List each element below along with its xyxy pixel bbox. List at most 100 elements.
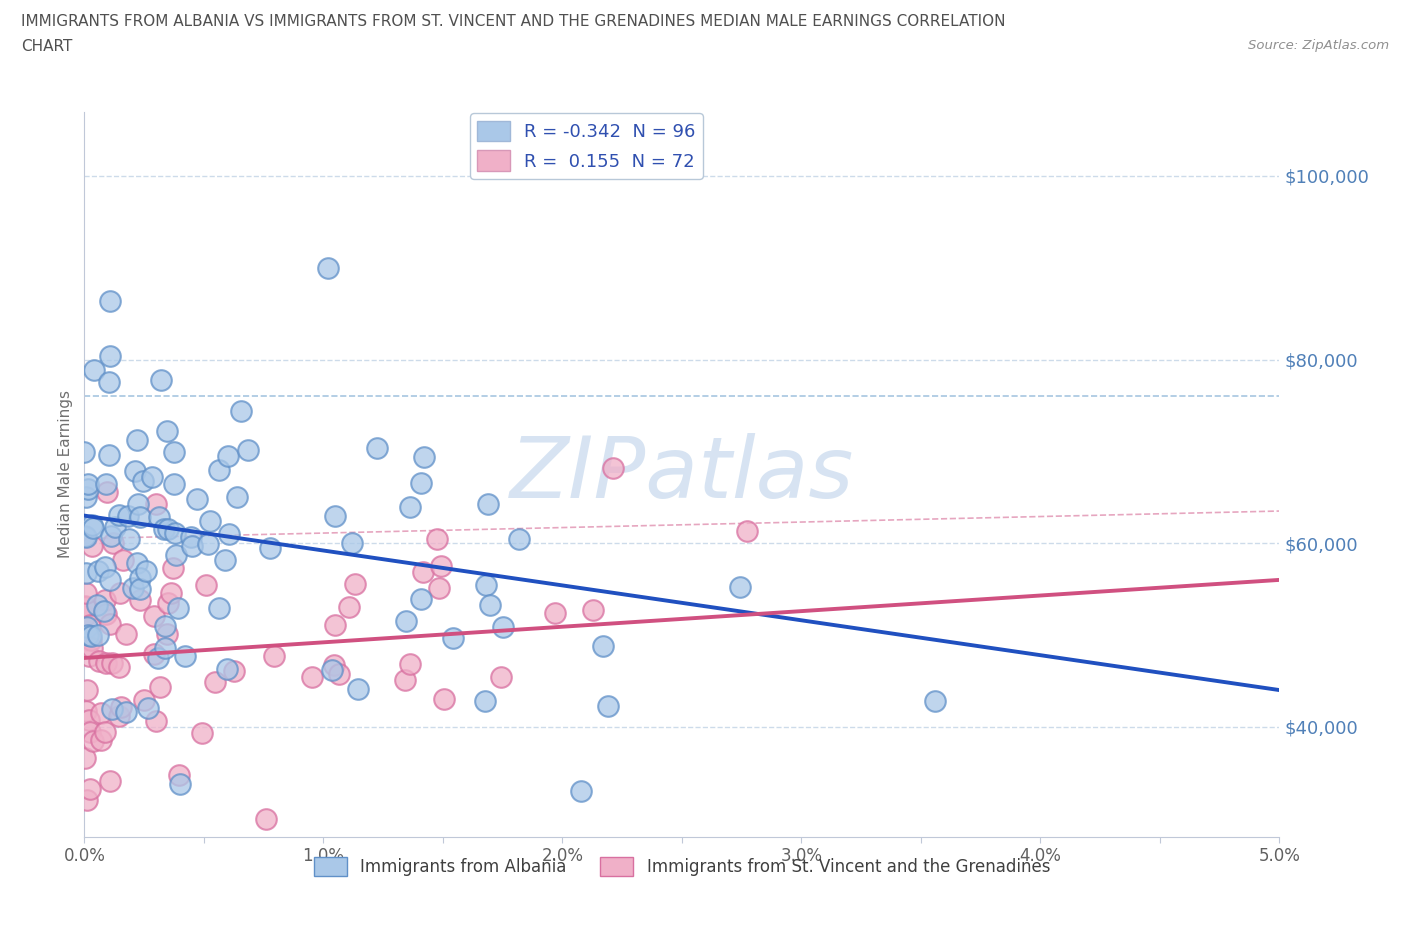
Point [129, 592, 152, 607]
Point [602, 461, 624, 476]
Point [129, 510, 152, 525]
Point [75, 600, 97, 615]
Text: IMMIGRANTS FROM ALBANIA VS IMMIGRANTS FROM ST. VINCENT AND THE GRENADINES MEDIAN: IMMIGRANTS FROM ALBANIA VS IMMIGRANTS FR… [21, 14, 1005, 29]
Point [167, 600, 190, 615]
Point [94, 476, 117, 491]
Point [394, 672, 416, 687]
Point [582, 603, 605, 618]
Point [475, 578, 498, 592]
Point [167, 767, 190, 782]
Point [478, 598, 501, 613]
Point [226, 490, 249, 505]
Point [75, 530, 97, 545]
Point [86, 598, 108, 613]
Point [75, 598, 97, 613]
Point [131, 473, 153, 488]
Point [337, 600, 360, 615]
Point [142, 609, 165, 624]
Point [737, 524, 759, 538]
Point [138, 700, 160, 715]
Point [173, 648, 195, 663]
Point [157, 522, 180, 537]
Point [155, 641, 177, 656]
Point [395, 614, 418, 629]
Y-axis label: Median Male Earnings: Median Male Earnings [58, 391, 73, 558]
Point [93, 604, 115, 618]
Point [76, 683, 98, 698]
Point [231, 404, 253, 418]
Point [77, 648, 100, 663]
Point [83, 363, 105, 378]
Point [118, 531, 141, 546]
Point [143, 646, 166, 661]
Legend: Immigrants from Albania, Immigrants from St. Vincent and the Grenadines: Immigrants from Albania, Immigrants from… [307, 851, 1057, 884]
Point [328, 667, 350, 682]
Point [100, 529, 122, 544]
Point [318, 260, 340, 275]
Point [163, 445, 186, 459]
Point [214, 552, 236, 567]
Point [441, 631, 464, 645]
Point [492, 620, 515, 635]
Point [145, 713, 167, 728]
Point [321, 662, 343, 677]
Point [150, 372, 173, 387]
Point [75, 565, 97, 580]
Point [399, 657, 422, 671]
Point [79, 782, 101, 797]
Point [107, 709, 129, 724]
Point [94, 606, 117, 621]
Point [208, 463, 231, 478]
Point [77, 476, 100, 491]
Point [94, 655, 117, 670]
Point [215, 662, 238, 677]
Point [87, 654, 110, 669]
Point [433, 692, 456, 707]
Point [569, 784, 592, 799]
Point [90, 705, 112, 720]
Point [98, 617, 121, 631]
Point [156, 627, 179, 642]
Point [426, 531, 449, 546]
Point [82, 521, 104, 536]
Point [114, 704, 136, 719]
Point [148, 509, 170, 524]
Point [263, 648, 285, 663]
Point [124, 464, 146, 479]
Point [73, 632, 96, 647]
Point [128, 570, 150, 585]
Point [198, 513, 221, 528]
Point [156, 423, 179, 438]
Point [80, 629, 103, 644]
Point [79, 724, 101, 739]
Point [117, 509, 139, 524]
Text: Source: ZipAtlas.com: Source: ZipAtlas.com [1249, 39, 1389, 52]
Point [156, 595, 179, 610]
Point [208, 601, 231, 616]
Point [101, 656, 124, 671]
Point [125, 432, 148, 447]
Point [80, 641, 103, 656]
Point [98, 573, 121, 588]
Point [259, 540, 281, 555]
Point [82, 538, 104, 553]
Point [110, 585, 132, 600]
Point [342, 536, 364, 551]
Point [73, 445, 96, 459]
Point [127, 497, 149, 512]
Point [474, 693, 496, 708]
Point [135, 564, 157, 578]
Point [87, 627, 110, 642]
Point [77, 712, 100, 727]
Point [94, 592, 117, 607]
Point [112, 552, 135, 567]
Point [82, 518, 104, 533]
Point [153, 618, 176, 633]
Point [194, 578, 217, 592]
Text: CHART: CHART [21, 39, 73, 54]
Point [107, 659, 129, 674]
Point [323, 618, 346, 632]
Point [186, 491, 208, 506]
Point [96, 485, 118, 499]
Point [489, 670, 512, 684]
